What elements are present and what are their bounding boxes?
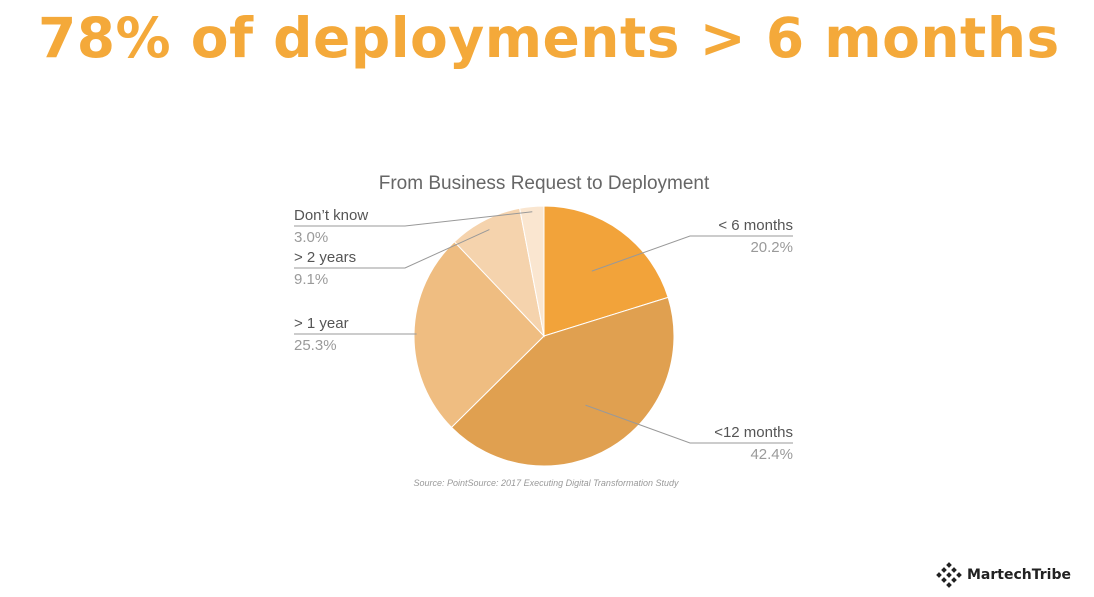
headline: 78% of deployments > 6 months — [38, 6, 1060, 70]
pie-slices — [413, 205, 675, 467]
slice-pct-4: 3.0% — [294, 229, 328, 246]
slice-pct-2: 25.3% — [294, 337, 337, 354]
pie-slice-1 — [450, 296, 675, 467]
source-note: Source: PointSource: 2017 Executing Digi… — [414, 478, 679, 488]
chart-title: From Business Request to Deployment — [379, 173, 710, 194]
tribe-logo-icon — [936, 562, 962, 588]
slice-pct-3: 9.1% — [294, 271, 328, 288]
slice-label-4: Don’t know — [294, 207, 368, 224]
slice-label-2: > 1 year — [294, 315, 349, 332]
leader-line-3 — [294, 229, 490, 269]
pie-slice-0 — [543, 205, 669, 337]
brand-logo: MartechTribe — [936, 562, 1071, 588]
slice-labels: < 6 months 20.2% <12 months 42.4% > 1 year 25… — [294, 207, 793, 463]
slice-label-0: < 6 months — [718, 217, 793, 234]
logo-text: MartechTribe — [967, 567, 1071, 583]
slice-pct-1: 42.4% — [750, 446, 793, 463]
slice-pct-0: 20.2% — [750, 239, 793, 256]
pie-slice-4 — [519, 205, 545, 337]
slice-label-1: <12 months — [714, 424, 793, 441]
slice-label-3: > 2 years — [294, 249, 356, 266]
leader-line-0 — [591, 235, 793, 272]
leader-line-4 — [294, 211, 533, 227]
label-leaders — [294, 211, 793, 444]
leader-line-1 — [585, 404, 793, 444]
